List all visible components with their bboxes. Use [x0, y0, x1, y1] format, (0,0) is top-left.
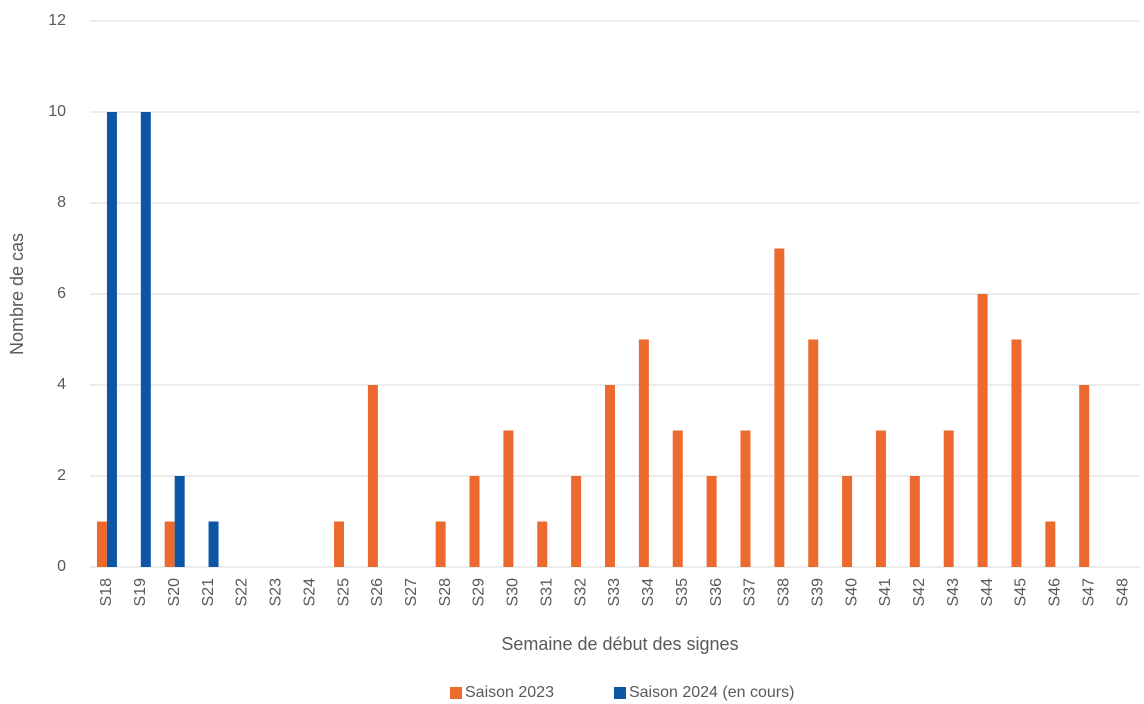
x-tick-label: S30 [505, 578, 522, 607]
x-tick-label: S37 [742, 578, 759, 607]
x-tick-label: S46 [1047, 578, 1064, 607]
x-tick-label: S23 [268, 578, 285, 607]
x-tick-label: S20 [166, 578, 183, 607]
x-tick-label: S29 [471, 578, 488, 607]
x-tick-label: S43 [945, 578, 962, 607]
x-tick-label: S42 [911, 578, 928, 607]
x-tick-label: S27 [403, 578, 420, 607]
bar [503, 430, 514, 567]
bar [367, 385, 378, 567]
x-tick-label: S47 [1080, 578, 1097, 607]
bar [638, 339, 649, 567]
x-tick-label: S31 [538, 578, 555, 607]
y-tick-label: 8 [57, 194, 66, 211]
bar [106, 112, 117, 567]
y-tick-label: 12 [48, 12, 66, 29]
legend-label: Saison 2024 (en cours) [629, 684, 794, 701]
bar [469, 476, 480, 567]
x-tick-label: S33 [606, 578, 623, 607]
x-tick-label: S32 [572, 578, 589, 607]
legend-label: Saison 2023 [465, 684, 554, 701]
x-tick-label: S36 [708, 578, 725, 607]
x-tick-label: S25 [335, 578, 352, 607]
bar [571, 476, 582, 567]
bar [208, 521, 219, 567]
legend-swatch [450, 687, 462, 699]
bar [774, 248, 785, 567]
x-tick-label: S18 [98, 578, 115, 607]
bar [605, 385, 615, 567]
x-tick-label: S41 [877, 578, 894, 607]
x-tick-label: S45 [1013, 578, 1030, 607]
x-tick-label: S48 [1114, 578, 1131, 607]
bar [977, 294, 988, 567]
y-tick-label: 2 [57, 467, 66, 484]
bar [1011, 339, 1022, 567]
x-axis-title: Semaine de début des signes [501, 634, 738, 654]
legend-swatch [613, 687, 626, 699]
bar [1045, 521, 1056, 567]
y-tick-label: 0 [57, 558, 66, 575]
bar [909, 476, 920, 567]
x-tick-label: S19 [132, 578, 149, 607]
x-tick-label: S39 [809, 578, 826, 607]
y-tick-label: 4 [57, 376, 66, 393]
x-tick-label: S28 [437, 578, 454, 607]
y-tick-label: 10 [48, 103, 66, 120]
bar [537, 521, 548, 567]
bar [842, 476, 853, 567]
x-tick-label: S40 [843, 578, 860, 607]
x-tick-label: S24 [301, 578, 318, 607]
bar [96, 521, 107, 567]
bar [174, 476, 185, 567]
bar [943, 430, 954, 567]
bar [808, 339, 819, 567]
bar [164, 521, 175, 567]
x-tick-label: S44 [979, 578, 996, 607]
bar [740, 430, 751, 567]
y-tick-label: 6 [57, 285, 66, 302]
bar [875, 430, 886, 567]
x-tick-label: S38 [776, 578, 793, 607]
bar [1079, 385, 1090, 567]
x-tick-label: S21 [200, 578, 217, 607]
bar [334, 521, 345, 567]
bar [435, 521, 446, 567]
y-axis-title: Nombre de cas [7, 233, 27, 355]
x-tick-label: S35 [674, 578, 691, 607]
bar [706, 476, 717, 567]
bar [140, 112, 151, 567]
x-tick-label: S22 [234, 578, 251, 607]
x-tick-label: S34 [640, 578, 657, 607]
bar [672, 430, 683, 567]
x-tick-label: S26 [369, 578, 386, 607]
